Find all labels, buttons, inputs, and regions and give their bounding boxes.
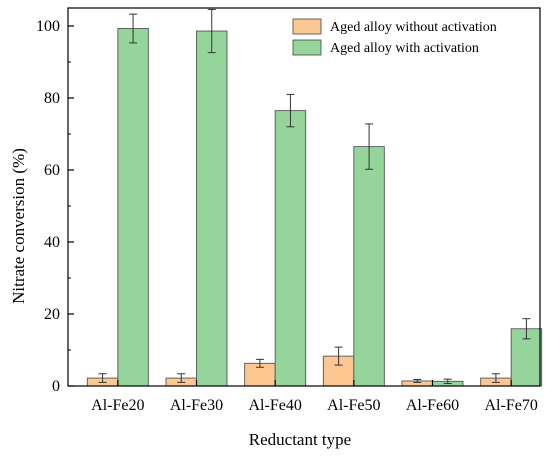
- x-tick-label: Al-Fe40: [249, 397, 302, 414]
- y-tick-label: 100: [36, 18, 60, 35]
- x-tick-label: Al-Fe20: [91, 397, 144, 414]
- legend: Aged alloy without activation Aged alloy…: [292, 18, 497, 56]
- error-bars-layer: [98, 8, 531, 384]
- y-tick-label: 0: [52, 378, 60, 395]
- y-axis: 0 20 40 60 80 100: [36, 18, 74, 395]
- legend-label-with-activation: Aged alloy with activation: [330, 41, 479, 56]
- legend-label-without-activation: Aged alloy without activation: [330, 20, 497, 35]
- x-tick-label: Al-Fe60: [406, 397, 459, 414]
- x-tick-label: Al-Fe50: [327, 397, 380, 414]
- bar-with-activation: [274, 110, 307, 387]
- bar-with-activation: [117, 28, 149, 387]
- bar-with-activation: [196, 30, 228, 387]
- y-tick-label: 40: [44, 234, 60, 251]
- bars-layer: [86, 28, 543, 387]
- plot-area-frame: [67, 7, 541, 387]
- legend-swatch-with-activation: [292, 39, 322, 56]
- x-tick-label: Al-Fe30: [170, 397, 223, 414]
- y-axis-title: Nitrate conversion (%): [9, 148, 28, 304]
- x-axis: Al-Fe20 Al-Fe30 Al-Fe40 Al-Fe50 Al-Fe60 Al-Fe…: [91, 380, 538, 414]
- legend-swatch-without-activation: [292, 18, 322, 35]
- bar-with-activation: [353, 146, 385, 387]
- x-axis-title: Reductant type: [249, 430, 351, 449]
- y-tick-label: 60: [44, 162, 60, 179]
- y-tick-label: 80: [44, 90, 60, 107]
- x-tick-label: Al-Fe70: [485, 397, 538, 414]
- y-tick-label: 20: [44, 306, 60, 323]
